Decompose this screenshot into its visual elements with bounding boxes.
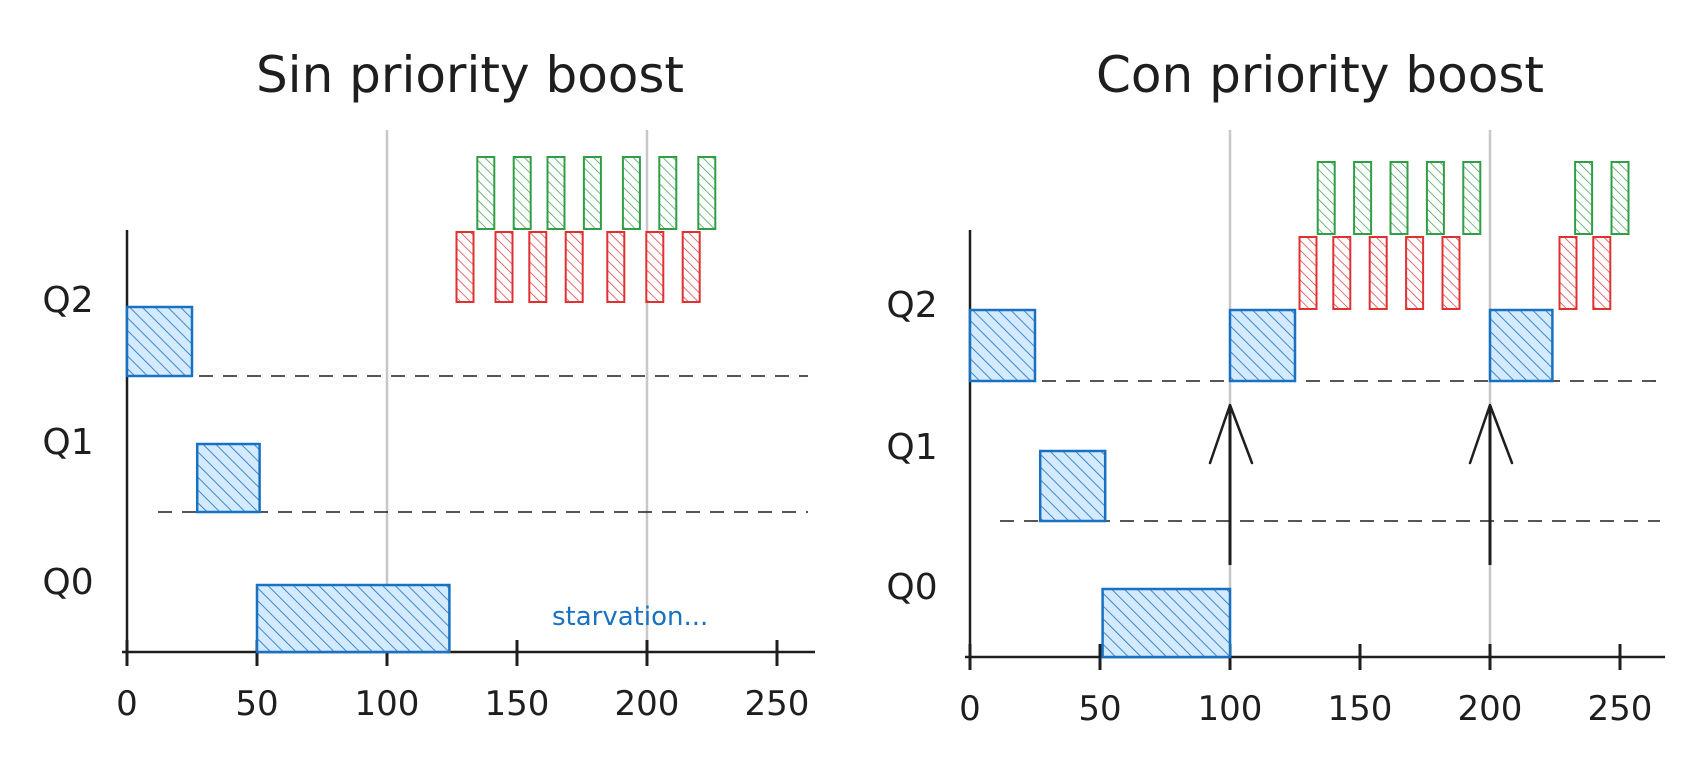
queue-label-q1: Q1 (42, 422, 93, 463)
x-tick-label: 0 (959, 689, 981, 729)
x-tick-label: 0 (116, 684, 138, 724)
panel-title: Con priority boost (1096, 46, 1544, 104)
boost-guides (385, 130, 649, 652)
green-slice (697, 156, 717, 230)
queue-labels: Q2 Q1 Q0 (886, 285, 937, 608)
job-bars (968, 308, 1554, 659)
job-bar (195, 442, 261, 514)
red-slice (1368, 236, 1388, 310)
red-slice (494, 231, 514, 303)
red-slice (681, 231, 701, 303)
green-slice (1462, 161, 1482, 235)
red-slice (1332, 236, 1352, 310)
x-tick-label: 200 (1458, 689, 1523, 729)
green-slice (476, 156, 496, 230)
queue-label-q2: Q2 (42, 280, 93, 321)
queue-label-q1: Q1 (886, 427, 937, 468)
x-ticks: 0 50 100 150 200 250 (959, 644, 1652, 729)
red-slice (645, 231, 665, 303)
boost-guides (1228, 130, 1492, 657)
x-tick-label: 250 (1588, 689, 1653, 729)
time-slices (1298, 161, 1630, 310)
green-slice (1353, 161, 1373, 235)
panel-title: Sin priority boost (256, 46, 684, 104)
red-slice (564, 231, 584, 303)
job-bar (1488, 308, 1554, 383)
queue-labels: Q2 Q1 Q0 (42, 280, 93, 603)
x-tick-label: 100 (1198, 689, 1263, 729)
x-tick-label: 100 (355, 684, 420, 724)
job-bar (125, 305, 194, 378)
red-slice (1441, 236, 1461, 310)
x-tick-label: 250 (745, 684, 810, 724)
x-tick-label: 200 (615, 684, 680, 724)
starvation-note: starvation... (552, 602, 708, 632)
x-tick-label: 150 (1328, 689, 1393, 729)
job-bars (125, 305, 451, 654)
red-slice (1298, 236, 1318, 310)
queue-label-q0: Q0 (42, 562, 93, 603)
queue-label-q0: Q0 (886, 567, 937, 608)
green-slice (658, 156, 678, 230)
green-slice (582, 156, 602, 230)
panel-with-boost: Con priority boost 0 50 100 150 200 250 Q2 Q1… (886, 46, 1665, 729)
queue-label-q2: Q2 (886, 285, 937, 326)
x-tick-label: 50 (1078, 689, 1121, 729)
green-slice (1574, 161, 1594, 235)
job-bar (255, 583, 451, 654)
x-tick-label: 50 (235, 684, 278, 724)
axes (965, 230, 1665, 660)
boost-arrow (1208, 403, 1254, 565)
red-slice (1558, 236, 1578, 310)
green-slice (1316, 161, 1336, 235)
red-slice (1592, 236, 1612, 310)
job-bar (1038, 449, 1107, 523)
green-slice (1425, 161, 1445, 235)
red-slice (528, 231, 548, 303)
boost-arrow (1468, 403, 1514, 565)
boost-arrows (1208, 403, 1514, 565)
green-slice (512, 156, 532, 230)
green-slice (1389, 161, 1409, 235)
job-bar (1228, 308, 1297, 383)
red-slice (1405, 236, 1425, 310)
red-slice (455, 231, 475, 303)
green-slice (621, 156, 641, 230)
job-bar (968, 308, 1037, 383)
green-slice (1610, 161, 1630, 235)
green-slice (546, 156, 566, 230)
panel-without-boost: Sin priority boost 0 50 100 150 200 250 Q2 Q1… (42, 46, 815, 724)
axes (122, 230, 815, 660)
x-tick-label: 150 (485, 684, 550, 724)
job-bar (1101, 587, 1232, 659)
time-slices (455, 156, 717, 303)
red-slice (606, 231, 626, 303)
